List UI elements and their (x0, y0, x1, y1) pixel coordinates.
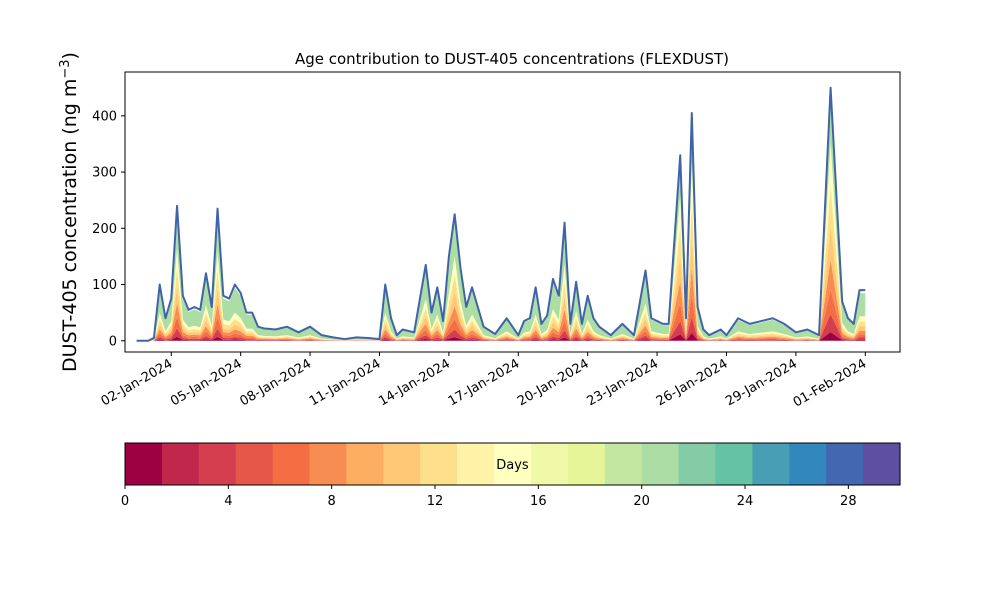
colorbar-swatch (494, 443, 532, 485)
colorbar-tick-label: 20 (633, 494, 650, 509)
total-concentration-line (136, 86, 866, 342)
y-axis: 0 100 200 300 400 (92, 109, 125, 349)
age-stack-areas (136, 88, 866, 341)
colorbar-swatch (420, 443, 458, 485)
chart-title: Age contribution to DUST-405 concentrati… (295, 50, 729, 68)
age-band-area (136, 314, 866, 341)
y-tick-label: 0 (109, 334, 117, 349)
colorbar-tick-label: 24 (737, 494, 754, 509)
y-tick-label: 300 (92, 166, 117, 181)
plot-frame (124, 71, 901, 353)
colorbar-swatch (161, 443, 200, 485)
colorbar-swatch (567, 443, 606, 485)
x-tick-label: 01-Feb-2024 (791, 356, 870, 410)
colorbar-swatch (752, 443, 790, 485)
age-band-area (136, 289, 866, 341)
y-tick-label: 400 (92, 109, 117, 124)
age-band-area (136, 88, 866, 341)
colorbar-tick-label: 0 (121, 494, 129, 509)
x-tick-label: 11-Jan-2024 (307, 356, 384, 409)
colorbar-swatch (346, 443, 384, 485)
age-band-area (136, 259, 866, 341)
colorbar-swatch (678, 443, 717, 485)
age-band-area (136, 225, 866, 341)
y-tick-label: 100 (92, 278, 117, 293)
colorbar-label: Days (496, 458, 529, 473)
colorbar-swatch (604, 443, 643, 485)
colorbar-swatch (235, 443, 274, 485)
x-tick-label: 26-Jan-2024 (654, 356, 731, 409)
x-axis: 02-Jan-202405-Jan-202408-Jan-202411-Jan-… (99, 352, 870, 410)
y-tick-label: 200 (92, 222, 117, 237)
colorbar-swatch (641, 443, 680, 485)
colorbar-swatch (383, 443, 421, 485)
colorbar-tick-label: 28 (840, 494, 857, 509)
x-tick-label: 20-Jan-2024 (515, 356, 592, 409)
colorbar-tick-label: 4 (224, 494, 232, 509)
colorbar-swatch (715, 443, 753, 485)
colorbar-tick-label: 16 (530, 494, 547, 509)
x-tick-label: 05-Jan-2024 (168, 356, 245, 409)
colorbar-swatch (125, 443, 163, 485)
y-axis-label: DUST-405 concentration (ng m−3) (58, 52, 81, 372)
x-tick-label: 08-Jan-2024 (237, 356, 314, 409)
colorbar-swatch (457, 443, 495, 485)
colorbar-swatch (309, 443, 348, 485)
colorbar-tick-label: 12 (427, 494, 444, 509)
colorbar-frame (124, 442, 901, 486)
age-band-area (136, 331, 866, 341)
total-concentration-series (136, 86, 866, 342)
colorbar: Days 0 4 8 12 16 20 24 28 (121, 442, 901, 509)
colorbar-swatch (198, 443, 237, 485)
colorbar-swatch (272, 443, 311, 485)
x-tick-label: 23-Jan-2024 (584, 356, 661, 409)
colorbar-swatch (789, 443, 827, 485)
x-tick-label: 14-Jan-2024 (376, 356, 453, 409)
x-tick-label: 29-Jan-2024 (723, 356, 800, 409)
x-tick-label: 02-Jan-2024 (99, 356, 176, 409)
age-band-area (136, 142, 866, 341)
colorbar-swatch (530, 443, 569, 485)
x-tick-label: 17-Jan-2024 (446, 356, 523, 409)
colorbar-swatch (826, 443, 864, 485)
colorbar-tick-label: 8 (328, 494, 336, 509)
age-band-area (136, 185, 866, 341)
colorbar-swatch (863, 443, 901, 485)
